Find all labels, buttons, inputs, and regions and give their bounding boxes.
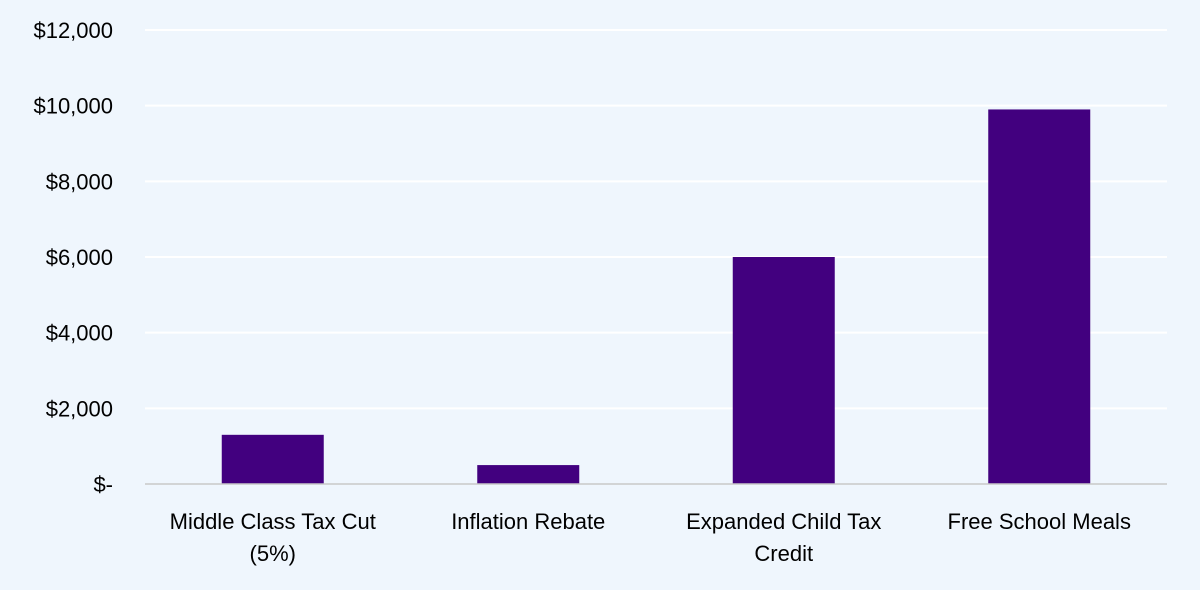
- y-tick-label: $2,000: [46, 396, 113, 421]
- x-tick-label-line: (5%): [250, 541, 296, 566]
- y-tick-label: $4,000: [46, 321, 113, 346]
- bar-2: [732, 257, 835, 484]
- y-tick-label: $12,000: [33, 18, 113, 43]
- bars: [221, 109, 1091, 484]
- x-tick-label: Free School Meals: [948, 509, 1131, 534]
- y-tick-label: $8,000: [46, 169, 113, 194]
- y-tick-label: $6,000: [46, 245, 113, 270]
- x-tick-label-line: Expanded Child Tax: [686, 509, 881, 534]
- bar-1: [477, 465, 580, 484]
- x-tick-label: Middle Class Tax Cut (5%): [170, 509, 376, 566]
- y-tick-label: $10,000: [33, 94, 113, 119]
- x-tick-label-line: Credit: [754, 541, 813, 566]
- x-tick-label: Expanded Child Tax Credit: [686, 509, 881, 566]
- y-axis-tick-labels: $- $2,000 $4,000 $6,000 $8,000 $10,000 $12,000: [33, 18, 113, 497]
- x-tick-label-line: Middle Class Tax Cut: [170, 509, 376, 534]
- y-tick-label: $-: [93, 472, 113, 497]
- x-axis-tick-labels: Middle Class Tax Cut (5%) Inflation Rebate…: [170, 509, 1131, 566]
- x-tick-label-line: Free School Meals: [948, 509, 1131, 534]
- x-tick-label-line: Inflation Rebate: [451, 509, 605, 534]
- bar-3: [988, 109, 1091, 484]
- x-tick-label: Inflation Rebate: [451, 509, 605, 534]
- bar-0: [221, 434, 324, 484]
